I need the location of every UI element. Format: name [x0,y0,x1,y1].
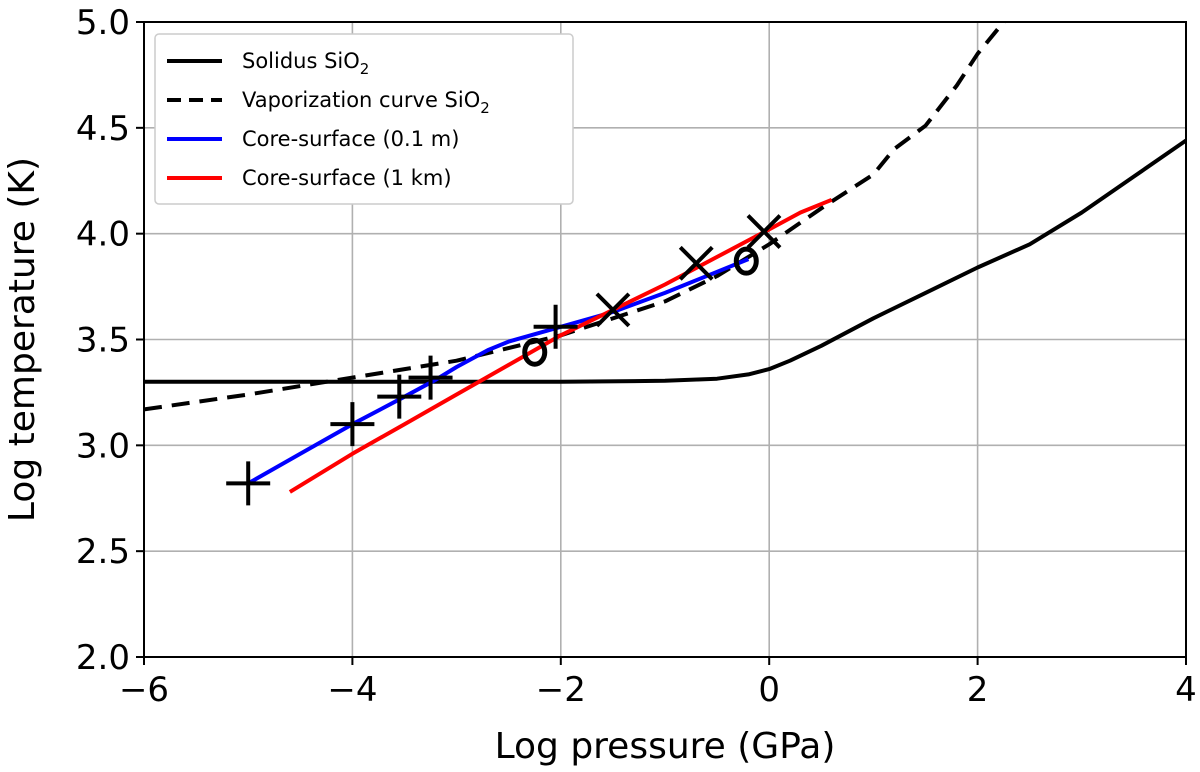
x-tick-label: 2 [967,670,989,710]
marker-group [226,214,782,506]
y-axis-label: Log temperature (K) [2,157,43,522]
series-line-1 [144,22,1008,412]
y-tick-label: 2.5 [76,532,130,572]
o-marker [733,246,759,276]
legend: Solidus SiO2 Vaporization curve SiO2 Core-… [154,33,574,205]
x-tick-label: 4 [1175,670,1197,710]
legend-label: Solidus SiO2 [242,49,369,78]
x-marker [678,245,714,281]
plus-marker [377,374,422,419]
plus-marker [330,402,375,447]
legend-label: Core-surface (1 km) [242,166,452,190]
ticks: −6 −4 −2 0 2 4 2.0 2.5 3.0 3.5 4.0 4.5 5.0 [76,3,1197,710]
plus-marker [408,355,453,400]
o-marker [522,337,548,367]
x-tick-label: 0 [758,670,780,710]
legend-entry: Solidus SiO2 [167,49,369,78]
x-marker [595,292,631,328]
y-tick-label: 3.5 [76,321,130,361]
legend-box [154,33,574,205]
y-tick-label: 4.0 [76,215,130,255]
legend-entry: Core-surface (1 km) [167,166,452,190]
legend-label: Vaporization curve SiO2 [242,88,490,117]
x-tick-label: −6 [119,670,169,710]
legend-label: Core-surface (0.1 m) [242,127,459,151]
x-marker [746,214,782,249]
x-tick-label: −4 [327,670,377,710]
y-tick-label: 2.0 [76,638,130,678]
y-tick-label: 5.0 [76,3,130,43]
y-tick-label: 3.0 [76,426,130,466]
plus-marker [226,461,271,506]
legend-entry: Core-surface (0.1 m) [167,127,459,151]
plus-marker [533,304,578,349]
series-line-0 [144,138,1186,384]
x-axis-label: Log pressure (GPa) [495,726,836,767]
x-tick-label: −2 [536,670,586,710]
series-line-3 [288,197,833,494]
y-tick-label: 4.5 [76,109,130,149]
legend-entry: Vaporization curve SiO2 [167,88,490,117]
